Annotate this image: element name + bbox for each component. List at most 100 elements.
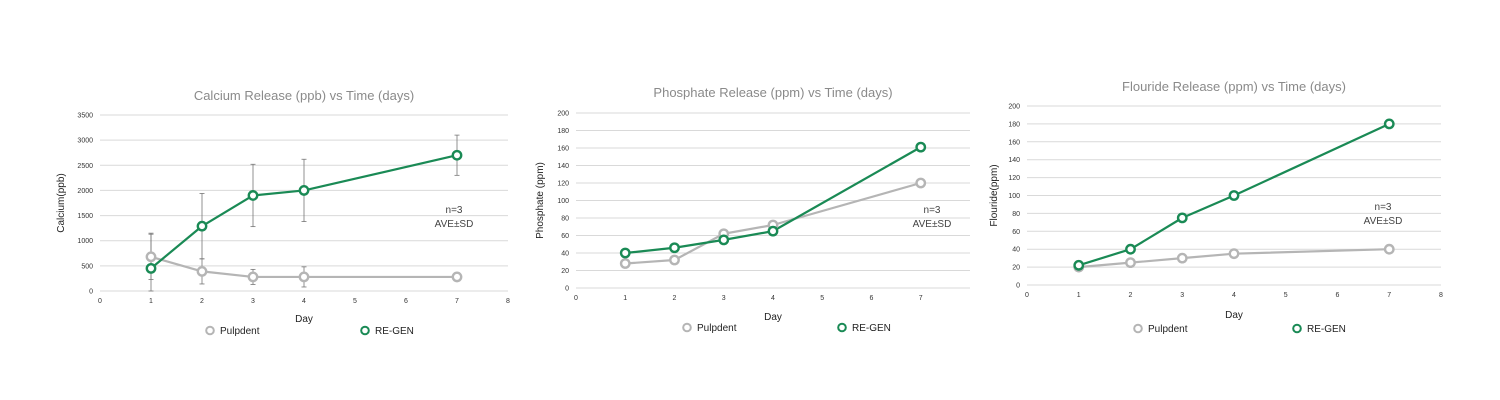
data-point-re-gen	[619, 247, 631, 259]
calcium-chart: Calcium Release (ppb) vs Time (days) 0 500…	[50, 0, 520, 400]
x-tick-label: 8	[506, 298, 510, 305]
x-axis-label: Day	[1225, 310, 1243, 321]
annotation-text: AVE±SD	[1364, 216, 1403, 227]
chart-title: Phosphate Release (ppm) vs Time (days)	[653, 85, 892, 100]
x-tick-label: 3	[251, 298, 255, 305]
y-tick-label: 3500	[77, 113, 93, 120]
y-tick-label: 80	[1012, 211, 1020, 218]
annotation-text: n=3	[924, 205, 941, 216]
x-tick-label: 6	[404, 298, 408, 305]
x-tick-label: 0	[574, 295, 578, 302]
legend-label: Pulpdent	[220, 326, 260, 337]
x-tick-label: 0	[98, 298, 102, 305]
data-point-pulpdent	[619, 258, 631, 269]
data-point-re-gen	[451, 149, 463, 161]
annotation-text: n=3	[446, 205, 463, 216]
phosphate-chart: Phosphate Release (ppm) vs Time (days) 0 2…	[530, 0, 980, 400]
y-tick-label: 0	[89, 289, 93, 296]
x-axis-label: Day	[295, 314, 313, 325]
legend-item: Pulpdent	[682, 322, 737, 334]
chart-svg: Calcium Release (ppb) vs Time (days) 0 500…	[56, 88, 510, 337]
data-point-re-gen	[915, 141, 927, 153]
y-axis-label: Calcium(ppb)	[56, 173, 67, 232]
legend-marker	[682, 322, 692, 333]
chart-title: Calcium Release (ppb) vs Time (days)	[194, 88, 414, 103]
y-tick-label: 80	[561, 216, 569, 223]
x-tick-label: 5	[353, 298, 357, 305]
y-tick-label: 200	[1008, 104, 1020, 111]
legend-item: Pulpdent	[1133, 323, 1188, 335]
data-point-re-gen	[1383, 118, 1395, 130]
data-point-re-gen	[247, 190, 259, 201]
legend-item: RE-GEN	[837, 322, 891, 334]
data-point-pulpdent	[196, 265, 208, 277]
legend-item: RE-GEN	[1292, 323, 1346, 335]
y-tick-label: 160	[557, 146, 569, 153]
x-tick-label: 7	[455, 298, 459, 305]
x-tick-label: 5	[820, 295, 824, 302]
y-axis-label: Phosphate (ppm)	[535, 162, 546, 239]
y-tick-label: 60	[1012, 229, 1020, 236]
data-point-pulpdent	[1176, 252, 1188, 264]
x-tick-label: 0	[1025, 292, 1029, 299]
x-tick-label: 4	[302, 298, 306, 305]
y-tick-label: 100	[557, 198, 569, 205]
y-tick-label: 0	[565, 286, 569, 293]
x-tick-label: 3	[722, 295, 726, 302]
legend-marker	[837, 322, 847, 333]
y-tick-label: 120	[1008, 175, 1020, 182]
y-tick-label: 2500	[77, 163, 93, 170]
data-point-pulpdent	[451, 271, 463, 283]
legend-label: RE-GEN	[852, 323, 891, 334]
y-tick-label: 1500	[77, 213, 93, 220]
y-tick-label: 180	[1008, 121, 1020, 128]
x-tick-label: 4	[771, 295, 775, 302]
y-axis-label: Flouride(ppm)	[989, 164, 1000, 226]
y-tick-label: 20	[561, 268, 569, 275]
annotation-text: n=3	[1375, 202, 1392, 213]
data-point-re-gen	[669, 242, 680, 254]
annotation-text: AVE±SD	[913, 219, 952, 230]
x-axis-label: Day	[764, 312, 782, 323]
data-point-pulpdent	[1228, 248, 1240, 260]
legend-marker	[1292, 323, 1302, 334]
x-tick-label: 2	[673, 295, 677, 302]
data-point-re-gen	[1073, 259, 1085, 271]
chart-svg: Flouride Release (ppm) vs Time (days) 0 20…	[989, 79, 1443, 335]
data-point-pulpdent	[145, 251, 157, 263]
chart-title: Flouride Release (ppm) vs Time (days)	[1122, 79, 1346, 94]
data-point-re-gen	[196, 220, 208, 232]
chart-svg: Phosphate Release (ppm) vs Time (days) 0 2…	[535, 85, 970, 334]
legend-item: Pulpdent	[205, 325, 260, 337]
x-tick-label: 4	[1232, 292, 1236, 299]
data-point-pulpdent	[298, 271, 310, 283]
data-point-pulpdent	[915, 177, 927, 189]
y-tick-label: 140	[1008, 157, 1020, 164]
legend-marker	[1133, 323, 1143, 334]
y-tick-label: 160	[1008, 139, 1020, 146]
y-tick-label: 40	[1012, 247, 1020, 254]
data-point-pulpdent	[1125, 257, 1136, 269]
y-tick-label: 120	[557, 181, 569, 188]
y-tick-label: 0	[1016, 283, 1020, 290]
data-point-re-gen	[1176, 212, 1188, 224]
x-tick-label: 8	[1439, 292, 1443, 299]
x-tick-label: 5	[1284, 292, 1288, 299]
annotation-text: AVE±SD	[435, 219, 474, 230]
legend-label: RE-GEN	[375, 326, 414, 337]
x-tick-label: 3	[1180, 292, 1184, 299]
data-point-pulpdent	[247, 271, 259, 283]
y-tick-label: 500	[81, 263, 93, 270]
y-tick-label: 1000	[77, 238, 93, 245]
data-point-pulpdent	[1383, 243, 1395, 255]
legend-label: Pulpdent	[697, 323, 737, 334]
legend-label: Pulpdent	[1148, 324, 1188, 335]
data-point-re-gen	[718, 234, 730, 246]
legend-marker	[360, 325, 370, 336]
data-point-re-gen	[1228, 190, 1240, 201]
data-point-pulpdent	[669, 254, 680, 266]
x-tick-label: 1	[623, 295, 627, 302]
flouride-chart: Flouride Release (ppm) vs Time (days) 0 20…	[985, 0, 1455, 400]
x-tick-label: 1	[149, 298, 153, 305]
